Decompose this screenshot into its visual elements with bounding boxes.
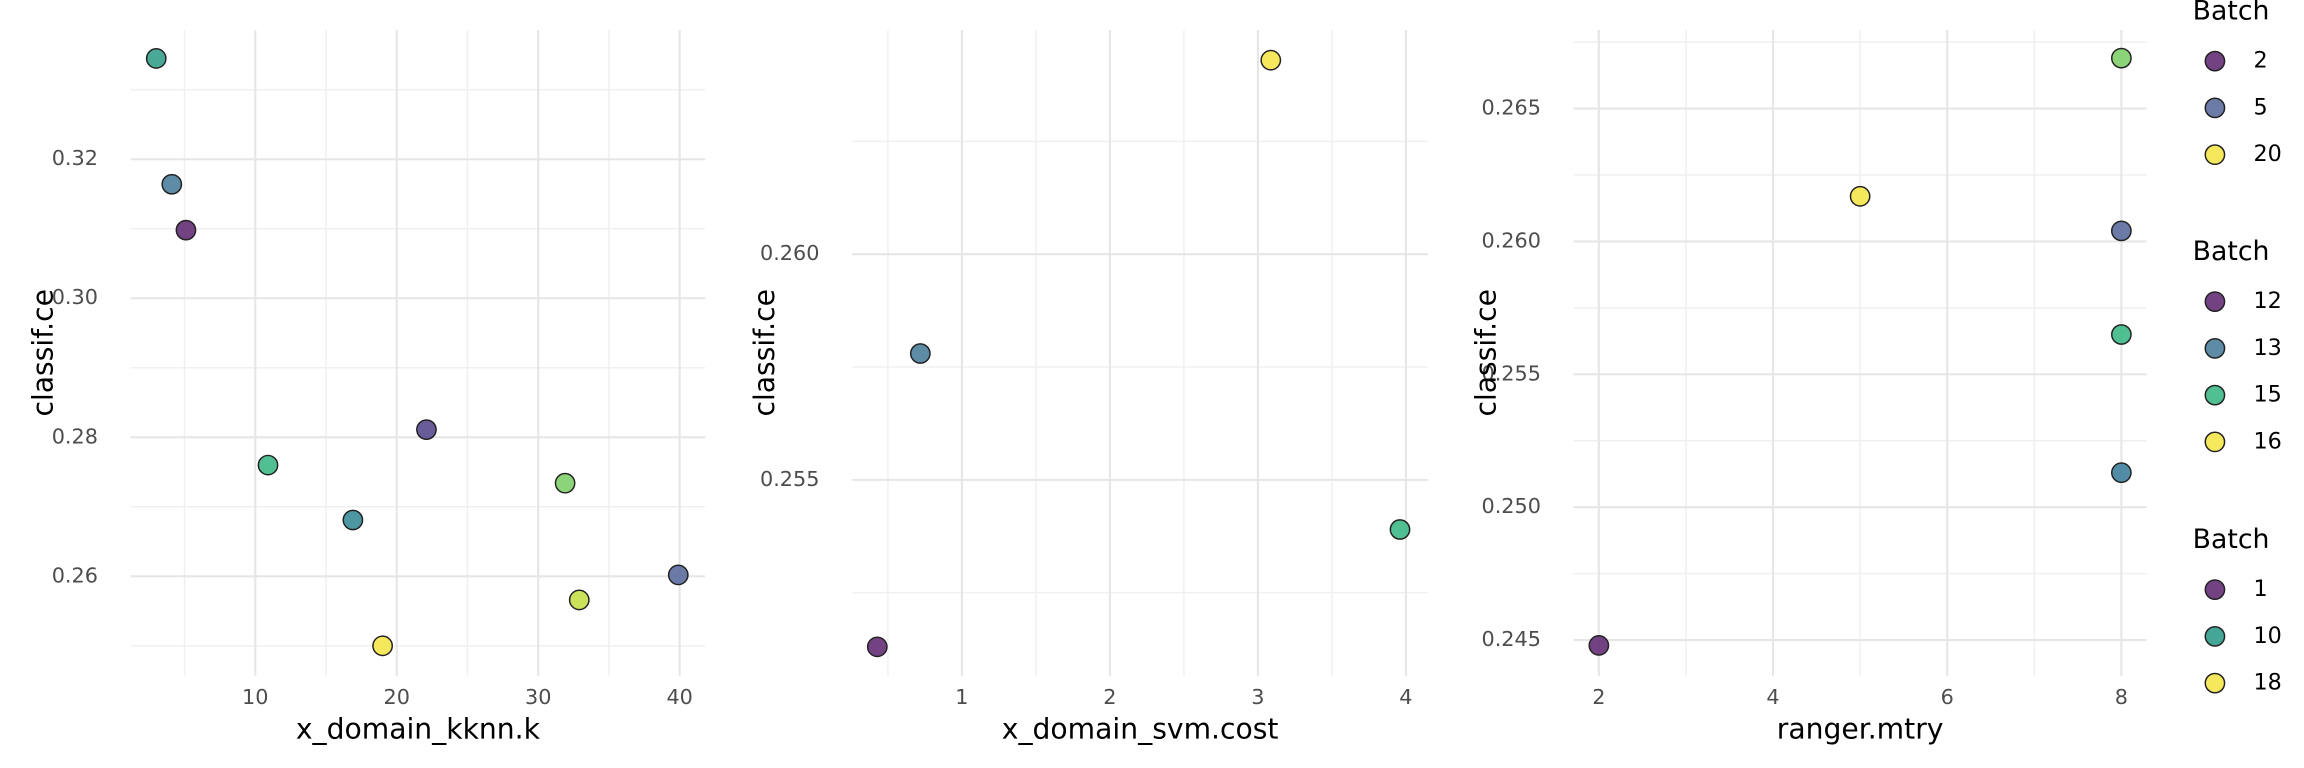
point (2110, 462, 2132, 484)
x-tick-label: 6 (1941, 685, 1954, 709)
legend-swatch (2204, 384, 2226, 406)
legend-label: 10 (2254, 623, 2282, 649)
point (257, 454, 279, 476)
y-tick-label: 0.28 (52, 424, 98, 448)
x-tick-label: 1 (955, 685, 968, 709)
point (1260, 49, 1282, 71)
y-axis-label: classif.ce (27, 289, 60, 416)
legend-swatch (2204, 625, 2226, 647)
legend-label: 5 (2254, 94, 2268, 120)
point (667, 564, 689, 586)
x-tick-label: 10 (242, 685, 268, 709)
y-tick-label: 0.30 (52, 285, 98, 309)
y-tick-label: 0.26 (52, 563, 98, 587)
point (372, 635, 393, 657)
point (568, 589, 590, 611)
y-tick-label: 0.265 (1481, 96, 1540, 120)
point (866, 636, 888, 658)
y-axis-label: classif.ce (1470, 289, 1503, 416)
point (145, 48, 167, 69)
point (1849, 185, 1871, 207)
legend-label: 18 (2254, 670, 2282, 696)
point (2110, 47, 2132, 69)
y-tick-label: 0.255 (760, 467, 819, 491)
legend-swatch (2204, 337, 2226, 359)
legend-label: 16 (2254, 428, 2282, 454)
legend-label: 15 (2254, 382, 2282, 408)
x-tick-label: 40 (666, 685, 692, 709)
legend-swatch (2204, 97, 2226, 119)
y-tick-label: 0.255 (1481, 361, 1540, 385)
legend-label: 12 (2254, 288, 2282, 314)
y-tick-label: 0.250 (1481, 494, 1540, 518)
legend-swatch (2204, 431, 2226, 453)
point (554, 472, 576, 494)
y-axis-label: classif.ce (748, 289, 781, 416)
x-tick-label: 2 (1103, 685, 1116, 709)
x-tick-label: 30 (525, 685, 551, 709)
point (342, 509, 364, 531)
point (416, 419, 437, 441)
legend-title: Batch (2193, 236, 2270, 267)
y-tick-label: 0.245 (1481, 627, 1540, 651)
legend-swatch (2204, 291, 2226, 313)
point (1389, 519, 1411, 540)
point (2110, 220, 2132, 242)
legend-swatch (2204, 50, 2226, 72)
x-tick-label: 20 (384, 685, 410, 709)
x-tick-label: 4 (1399, 685, 1412, 709)
point (161, 173, 183, 195)
point (1588, 635, 1610, 656)
x-tick-label: 4 (1766, 685, 1779, 709)
legend-title: Batch (2193, 0, 2270, 27)
x-tick-label: 3 (1251, 685, 1264, 709)
legend-title: Batch (2193, 524, 2270, 555)
legend-label: 1 (2254, 576, 2268, 602)
legend-label: 20 (2254, 141, 2282, 167)
legend-swatch (2204, 144, 2226, 166)
legend-label: 13 (2254, 335, 2282, 361)
y-tick-label: 0.260 (1481, 228, 1540, 252)
legend-swatch (2204, 672, 2226, 694)
y-tick-label: 0.32 (52, 146, 98, 170)
point (909, 343, 931, 364)
x-tick-label: 2 (1592, 685, 1605, 709)
y-tick-label: 0.260 (760, 241, 819, 265)
legend-label: 2 (2254, 48, 2268, 74)
x-axis-label: ranger.mtry (1777, 713, 1944, 746)
point (175, 219, 197, 241)
x-tick-label: 8 (2115, 685, 2128, 709)
x-axis-label: x_domain_kknn.k (296, 713, 541, 746)
x-axis-label: x_domain_svm.cost (1002, 713, 1279, 746)
point (2110, 324, 2132, 345)
legend-swatch (2204, 579, 2226, 601)
